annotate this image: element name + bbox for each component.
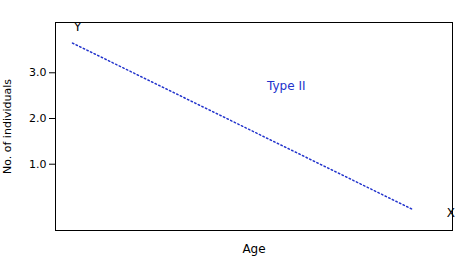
svg-text:Y: Y — [73, 20, 82, 34]
svg-text:Age: Age — [242, 242, 265, 256]
svg-text:1.0: 1.0 — [29, 158, 47, 171]
svg-text:X: X — [447, 206, 455, 220]
svg-text:2.0: 2.0 — [29, 112, 47, 125]
svg-text:3.0: 3.0 — [29, 66, 47, 79]
svg-text:Type II: Type II — [266, 79, 305, 93]
svg-text:No. of individuals: No. of individuals — [1, 79, 14, 174]
